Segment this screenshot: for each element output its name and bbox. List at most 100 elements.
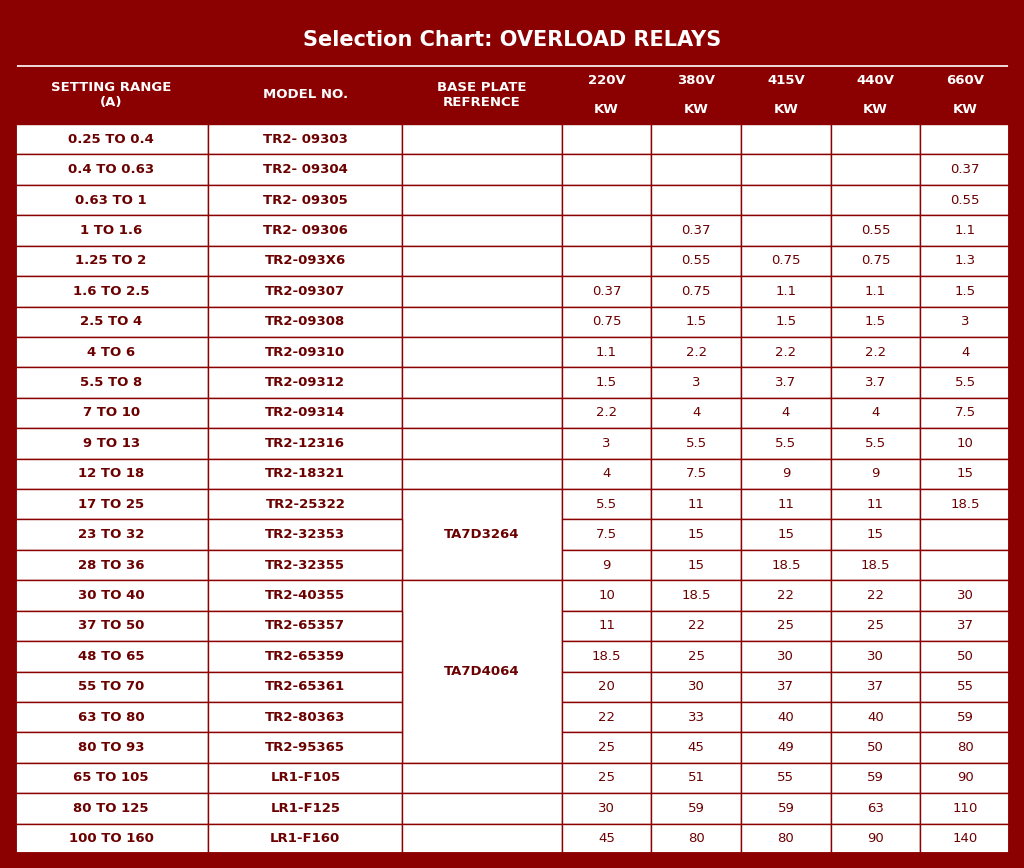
Bar: [402, 155, 562, 185]
Bar: [921, 337, 1010, 367]
Bar: [208, 246, 402, 276]
Text: 37: 37: [777, 681, 795, 694]
Bar: [562, 276, 651, 306]
Text: 415V: 415V: [767, 74, 805, 87]
Text: 0.75: 0.75: [592, 315, 622, 328]
Text: 15: 15: [688, 528, 705, 541]
Text: 3: 3: [961, 315, 970, 328]
Text: TR2-25322: TR2-25322: [265, 497, 345, 510]
Bar: [830, 95, 921, 124]
Bar: [14, 276, 208, 306]
Bar: [562, 398, 651, 428]
Text: 7 TO 10: 7 TO 10: [83, 406, 139, 419]
Bar: [651, 276, 741, 306]
Bar: [741, 641, 830, 672]
Text: 23 TO 32: 23 TO 32: [78, 528, 144, 541]
Text: 1 TO 1.6: 1 TO 1.6: [80, 224, 142, 237]
Text: 110: 110: [952, 802, 978, 815]
Bar: [830, 733, 921, 763]
Text: 100 TO 160: 100 TO 160: [69, 832, 154, 845]
Bar: [402, 824, 562, 854]
Bar: [208, 549, 402, 580]
Text: 2.2: 2.2: [775, 345, 797, 358]
Text: 10: 10: [598, 589, 615, 602]
Bar: [402, 458, 562, 489]
Bar: [651, 489, 741, 519]
Text: TR2-65359: TR2-65359: [265, 650, 345, 663]
Text: 220V: 220V: [588, 74, 626, 87]
Text: 0.75: 0.75: [682, 285, 711, 298]
Bar: [651, 306, 741, 337]
Bar: [208, 185, 402, 215]
Text: 80: 80: [777, 832, 795, 845]
Bar: [741, 155, 830, 185]
Bar: [562, 66, 651, 95]
Text: 3.7: 3.7: [775, 376, 797, 389]
Text: 1.6 TO 2.5: 1.6 TO 2.5: [73, 285, 150, 298]
Bar: [921, 428, 1010, 458]
Bar: [921, 702, 1010, 733]
Text: 18.5: 18.5: [682, 589, 711, 602]
Text: MODEL NO.: MODEL NO.: [263, 89, 348, 102]
Bar: [921, 519, 1010, 549]
Bar: [14, 398, 208, 428]
Text: 22: 22: [867, 589, 884, 602]
Text: 55: 55: [956, 681, 974, 694]
Bar: [562, 733, 651, 763]
Bar: [830, 519, 921, 549]
Text: TR2-32353: TR2-32353: [265, 528, 345, 541]
Text: 2.2: 2.2: [686, 345, 707, 358]
Bar: [402, 793, 562, 824]
Text: 90: 90: [867, 832, 884, 845]
Bar: [741, 398, 830, 428]
Bar: [741, 702, 830, 733]
Bar: [651, 124, 741, 155]
Bar: [921, 185, 1010, 215]
Bar: [14, 763, 208, 793]
Bar: [14, 672, 208, 702]
Text: 9: 9: [781, 467, 791, 480]
Bar: [14, 337, 208, 367]
Text: 0.37: 0.37: [950, 163, 980, 176]
Text: 17 TO 25: 17 TO 25: [78, 497, 144, 510]
Text: 1.5: 1.5: [865, 315, 886, 328]
Text: 1.1: 1.1: [954, 224, 976, 237]
Text: KW: KW: [863, 103, 888, 116]
Text: 22: 22: [688, 620, 705, 633]
Text: 0.75: 0.75: [861, 254, 890, 267]
Bar: [830, 185, 921, 215]
Bar: [14, 489, 208, 519]
Text: 4 TO 6: 4 TO 6: [87, 345, 135, 358]
Text: LR1-F105: LR1-F105: [270, 772, 340, 785]
Bar: [402, 185, 562, 215]
Bar: [741, 489, 830, 519]
Bar: [14, 549, 208, 580]
Text: 440V: 440V: [856, 74, 895, 87]
Bar: [208, 489, 402, 519]
Text: 10: 10: [956, 437, 974, 450]
Text: 80 TO 93: 80 TO 93: [78, 741, 144, 754]
Bar: [562, 824, 651, 854]
Bar: [651, 641, 741, 672]
Text: 45: 45: [688, 741, 705, 754]
Text: 40: 40: [867, 711, 884, 724]
Bar: [741, 733, 830, 763]
Text: 37 TO 50: 37 TO 50: [78, 620, 144, 633]
Bar: [208, 733, 402, 763]
Bar: [651, 793, 741, 824]
Text: 9: 9: [602, 558, 610, 571]
Bar: [208, 458, 402, 489]
Text: 7.5: 7.5: [954, 406, 976, 419]
Bar: [651, 702, 741, 733]
Bar: [14, 124, 208, 155]
Bar: [921, 246, 1010, 276]
Text: 65 TO 105: 65 TO 105: [74, 772, 148, 785]
Text: TR2-09314: TR2-09314: [265, 406, 345, 419]
Text: 59: 59: [777, 802, 795, 815]
Text: 0.55: 0.55: [861, 224, 890, 237]
Bar: [651, 672, 741, 702]
Text: 90: 90: [956, 772, 974, 785]
Bar: [402, 337, 562, 367]
Bar: [208, 155, 402, 185]
Text: 1.5: 1.5: [686, 315, 707, 328]
